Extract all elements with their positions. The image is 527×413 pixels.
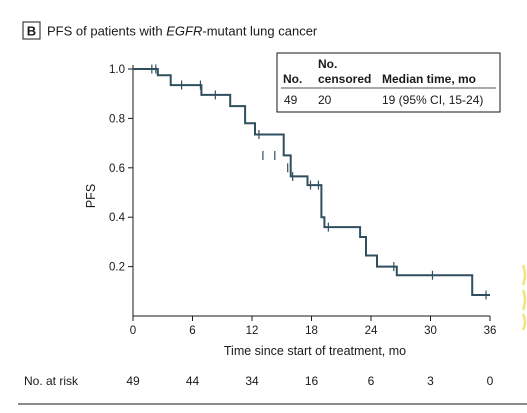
x-axis-title: Time since start of treatment, mo (224, 344, 406, 358)
survival-curve (133, 68, 490, 296)
y-axis-title: PFS (84, 184, 98, 208)
y-tick-label: 0.2 (109, 262, 125, 274)
y-axis: 0.2 0.4 0.6 0.8 1.0 (109, 64, 134, 316)
x-tick-label: 30 (424, 325, 437, 337)
edge-accent (521, 264, 527, 331)
risk-count: 34 (245, 374, 259, 388)
legend-border (276, 52, 501, 113)
x-tick-label: 24 (365, 325, 378, 337)
legend-header-censored-line1: No. (318, 57, 337, 71)
risk-count: 44 (186, 374, 200, 388)
x-tick-label: 6 (189, 325, 195, 337)
y-tick-label: 1.0 (109, 64, 125, 76)
legend-value-median: 19 (95% CI, 15-24) (382, 93, 483, 107)
risk-count: 6 (368, 374, 375, 388)
plot-area (133, 64, 490, 300)
panel-letter: B (27, 24, 36, 39)
risk-table: 49 44 34 16 6 3 0 (126, 374, 493, 388)
risk-count: 0 (487, 374, 494, 388)
legend-box: No. No. censored Median time, mo 49 20 1… (276, 52, 501, 113)
chart-title-prefix: PFS of patients with (47, 24, 166, 39)
legend-value-n: 49 (284, 93, 298, 107)
risk-count: 49 (126, 374, 140, 388)
x-axis: 0 6 12 18 24 30 36 (130, 315, 497, 337)
chart-title-suffix: -mutant lung cancer (202, 24, 318, 39)
legend-header-median: Median time, mo (382, 72, 476, 86)
y-tick-label: 0.4 (109, 212, 126, 224)
risk-count: 16 (305, 374, 319, 388)
chart-title: PFS of patients with EGFR-mutant lung ca… (47, 24, 318, 39)
chart-title-italic: EGFR (166, 24, 202, 39)
y-tick-label: 0.6 (109, 163, 125, 175)
x-tick-label: 12 (246, 325, 259, 337)
legend-value-censored: 20 (318, 93, 332, 107)
x-tick-label: 0 (130, 325, 136, 337)
risk-table-label: No. at risk (24, 374, 79, 388)
legend-header-censored-line2: censored (318, 72, 371, 86)
x-tick-label: 18 (305, 325, 318, 337)
panel-letter-box (22, 21, 41, 40)
x-tick-label: 36 (484, 325, 497, 337)
risk-count: 3 (427, 374, 434, 388)
y-tick-label: 0.8 (109, 113, 125, 125)
legend-header-n: No. (283, 72, 302, 86)
